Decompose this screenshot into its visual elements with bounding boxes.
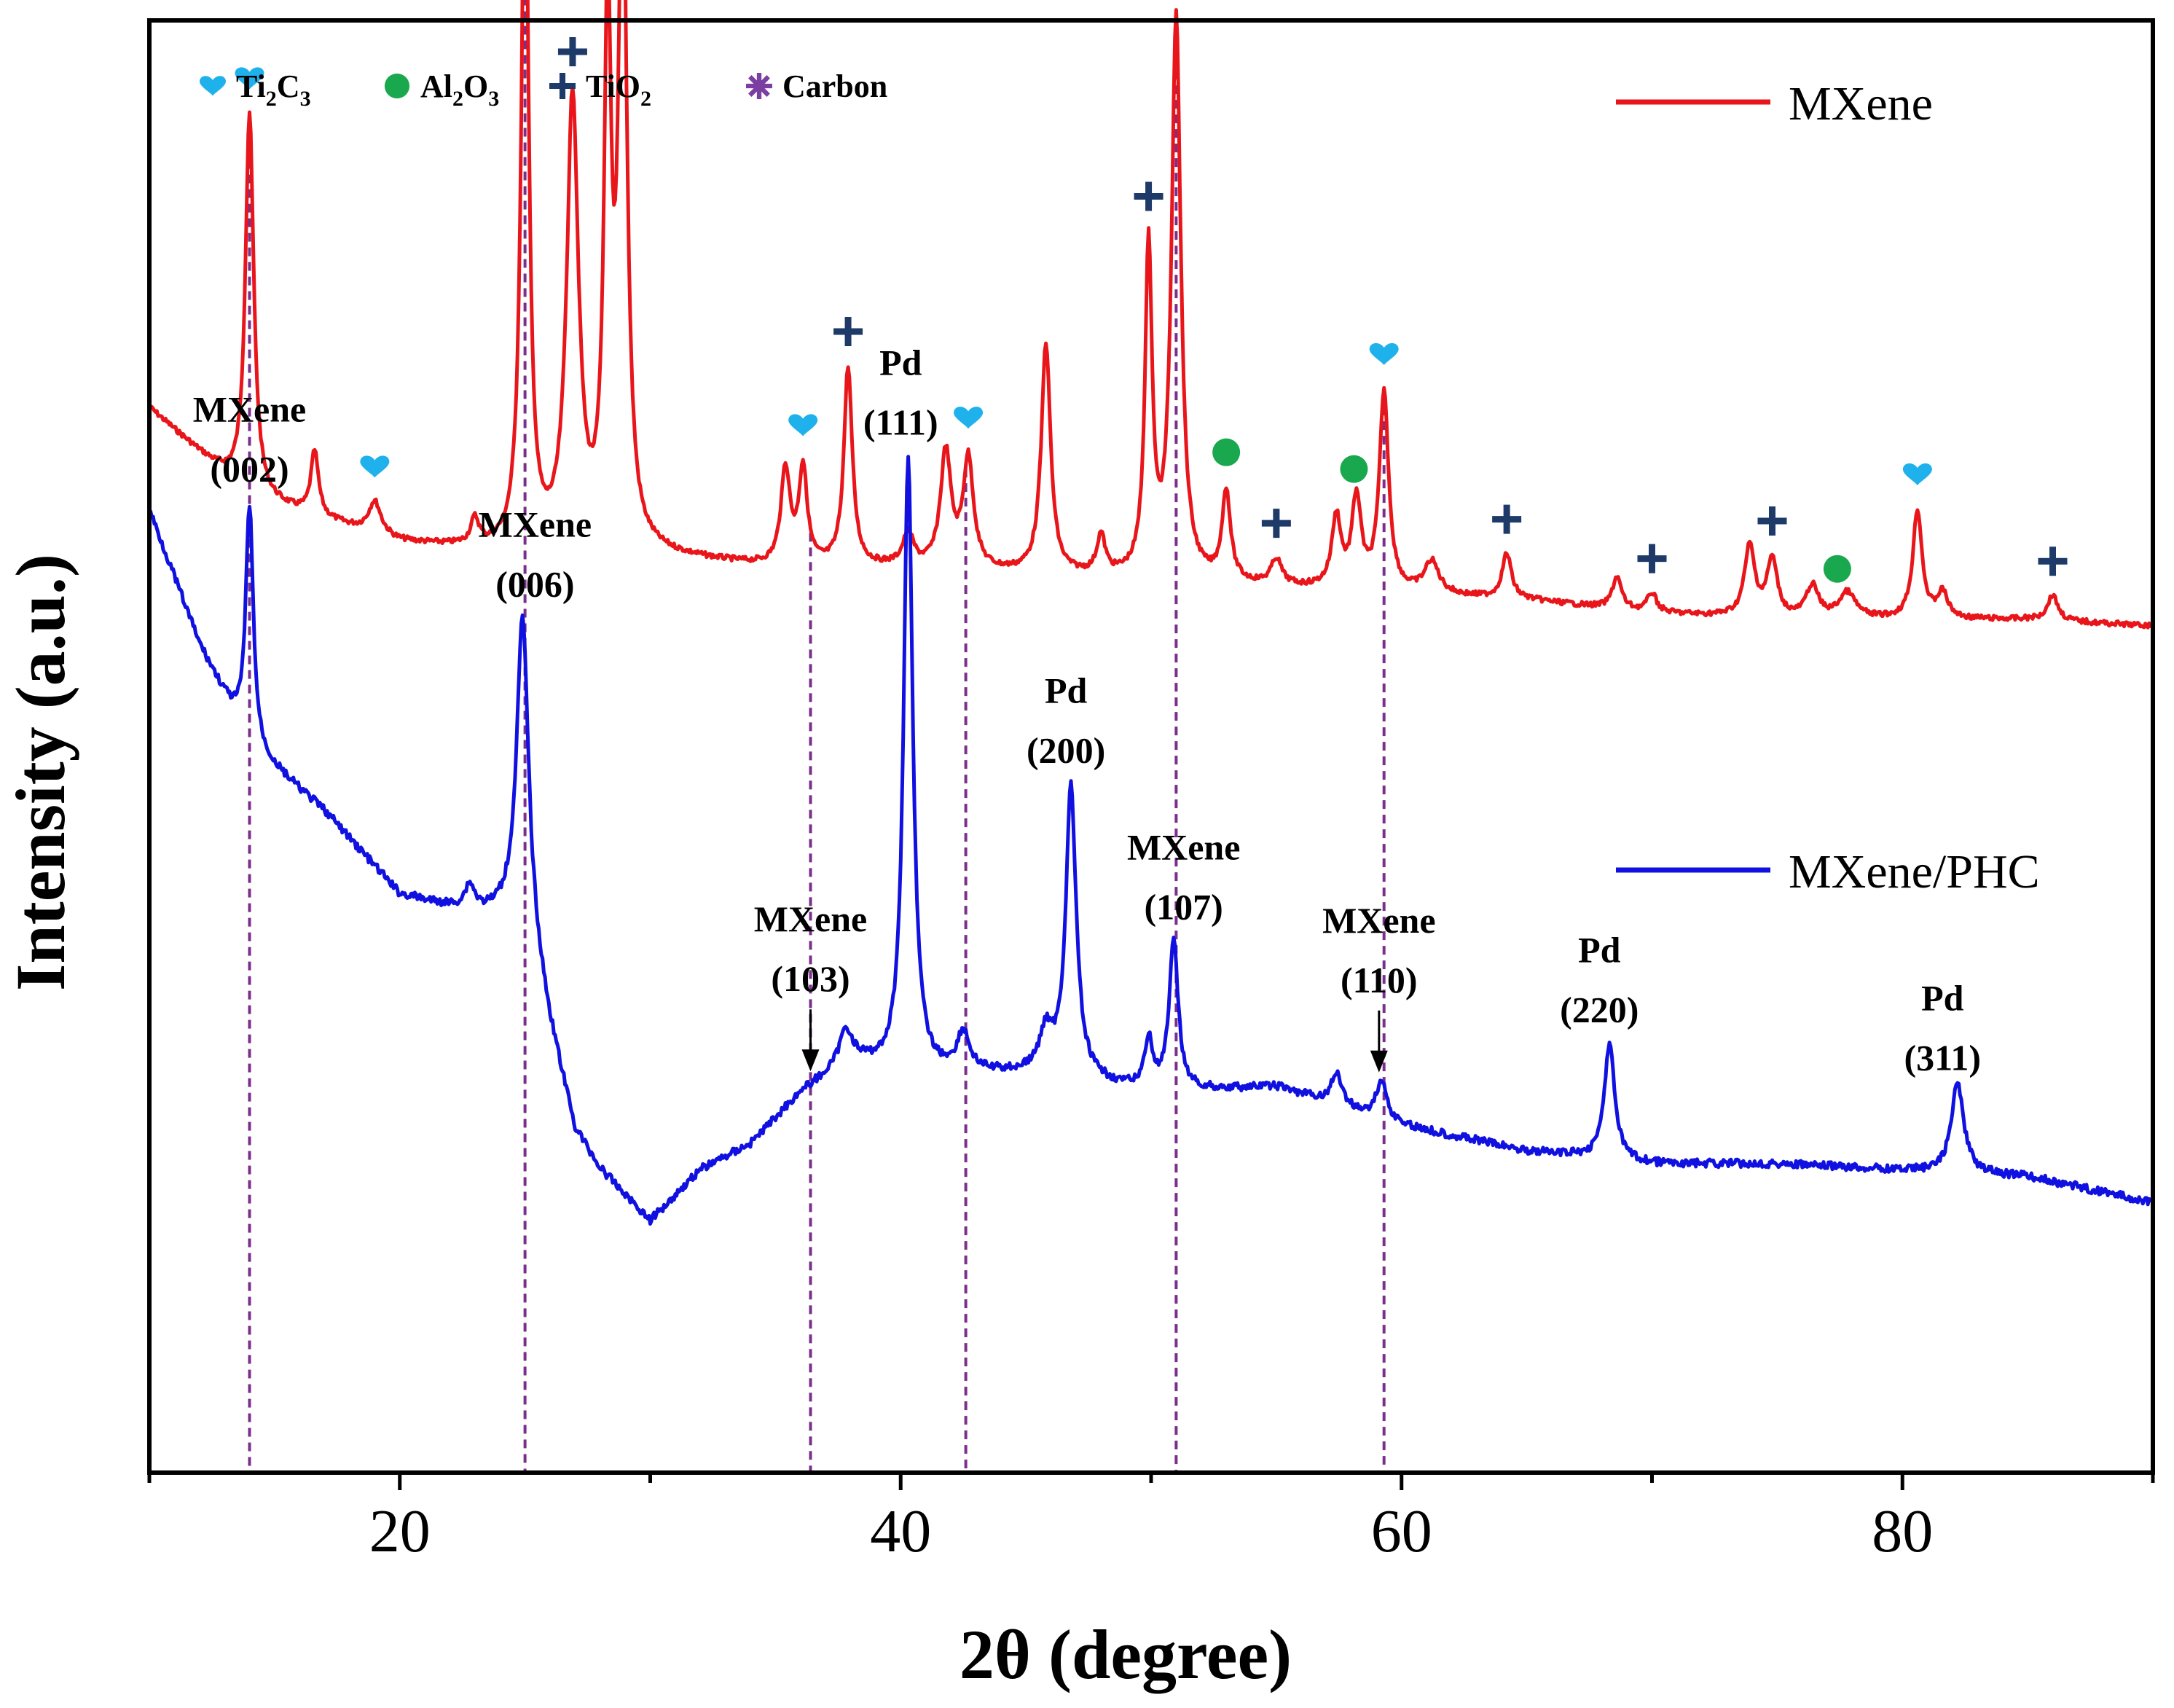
x-tick-label: 40 [870, 1497, 931, 1565]
series-layer [148, 0, 2155, 1226]
annotation-phase: MXene [193, 388, 307, 429]
phase-key-subscript: 2 [640, 87, 651, 111]
phase-markers [235, 36, 2068, 583]
annotation-phase: MXene [1322, 900, 1436, 941]
axes: 20 40 60 80 [147, 18, 2155, 1565]
phase-key-text: Carbon [782, 68, 887, 104]
phase-key-text: TiO [586, 68, 640, 104]
star-icon [746, 73, 772, 99]
plus-icon [1134, 181, 1163, 211]
heart-icon [1902, 463, 1932, 486]
phase-key: Ti2C3 Al2O3 TiO2 Carbon [200, 68, 887, 111]
annotation-hkl: (110) [1341, 960, 1418, 1000]
heart-icon [200, 76, 226, 96]
phase-key-text: O [463, 68, 488, 104]
phase-key-subscript: 2 [452, 87, 463, 111]
plus-icon [549, 73, 576, 99]
annotation-phase: Pd [1045, 670, 1088, 711]
circle-icon [1340, 455, 1368, 483]
phase-key-label: Carbon [782, 68, 887, 104]
plus-icon [1757, 506, 1787, 536]
circle-icon [1823, 555, 1851, 583]
heart-icon [1369, 342, 1399, 366]
x-axis-title: 2θ (degree) [960, 1615, 1292, 1693]
x-tick-label: 60 [1371, 1497, 1432, 1565]
annotation-arrow-head [1370, 1050, 1388, 1073]
annotation-hkl: (002) [210, 448, 289, 489]
phase-key-text: Al [420, 68, 452, 104]
annotation-phase: MXene [754, 898, 868, 939]
reference-lines [248, 0, 1386, 1473]
heart-icon [788, 414, 818, 436]
annotation-hkl: (220) [1560, 990, 1639, 1030]
legend-label: MXene/PHC [1789, 845, 2040, 898]
legend-label: MXene [1789, 77, 1933, 130]
plot-frame [147, 18, 2155, 1475]
plus-icon [2038, 547, 2068, 576]
phase-key-text: C [277, 68, 300, 104]
annotation-phase: MXene [1127, 826, 1241, 867]
heart-icon [235, 67, 264, 90]
circle-icon [1212, 438, 1241, 466]
heart-icon [954, 407, 984, 429]
annotation-hkl: (111) [863, 402, 938, 443]
phase-key-subscript: 3 [488, 87, 499, 111]
plus-icon [1261, 509, 1291, 538]
phase-key-subscript: 2 [266, 87, 277, 111]
phase-key-label: Ti2C3 [236, 68, 311, 111]
peak-annotations: (002) MXene (006) MXene (111) Pd (103) MXene (20… [193, 342, 1981, 1078]
heart-icon [360, 455, 390, 478]
x-tick-label: 20 [369, 1497, 431, 1565]
annotation-hkl: (311) [1904, 1038, 1981, 1078]
plus-icon [833, 317, 863, 347]
annotation-phase: Pd [879, 342, 922, 383]
annotation-arrow-head [801, 1049, 820, 1072]
phase-key-label: Al2O3 [420, 68, 499, 111]
annotation-phase: Pd [1921, 978, 1964, 1019]
annotation-hkl: (103) [771, 958, 849, 999]
plus-icon [1637, 544, 1667, 573]
phase-key-text: Ti [236, 68, 266, 104]
circle-icon [384, 73, 410, 99]
series-line-mxene [148, 0, 2155, 630]
annotation-phase: MXene [479, 504, 592, 544]
plus-icon [1492, 504, 1522, 534]
y-axis-title: Intensity (a.u.) [1, 554, 79, 991]
annotation-hkl: (107) [1145, 886, 1223, 927]
series-line-mxene-phc [148, 455, 2155, 1226]
series-legend: MXene MXene/PHC [1616, 77, 2040, 898]
annotation-phase: Pd [1578, 930, 1621, 971]
annotation-hkl: (006) [495, 563, 574, 604]
x-tick-label: 80 [1872, 1497, 1933, 1565]
plus-icon [557, 36, 587, 66]
annotation-hkl: (200) [1027, 730, 1105, 771]
phase-key-subscript: 3 [300, 87, 311, 111]
phase-key-label: TiO2 [586, 68, 651, 111]
